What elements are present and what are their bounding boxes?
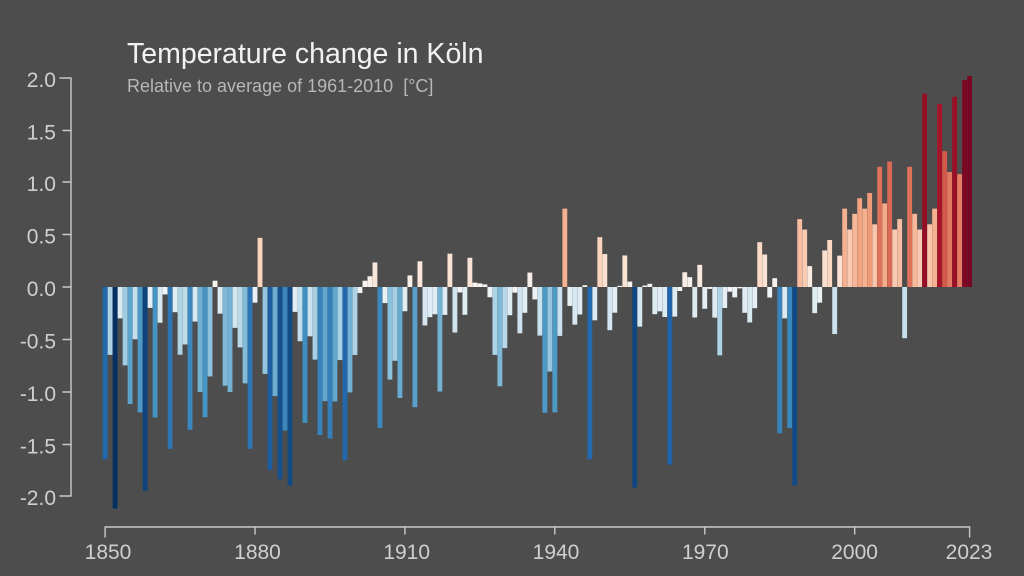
svg-text:-2.0: -2.0 bbox=[20, 487, 56, 510]
svg-text:1940: 1940 bbox=[533, 541, 580, 564]
svg-text:0.0: 0.0 bbox=[27, 278, 56, 301]
svg-text:0.5: 0.5 bbox=[27, 226, 56, 249]
svg-text:1970: 1970 bbox=[682, 541, 729, 564]
svg-text:1.0: 1.0 bbox=[27, 173, 56, 196]
svg-text:2.0: 2.0 bbox=[27, 69, 56, 92]
svg-text:1.5: 1.5 bbox=[27, 122, 56, 145]
svg-text:-1.5: -1.5 bbox=[20, 436, 56, 459]
svg-text:2023: 2023 bbox=[946, 541, 993, 564]
svg-text:-1.0: -1.0 bbox=[20, 383, 56, 406]
svg-text:1880: 1880 bbox=[234, 541, 281, 564]
svg-text:-0.5: -0.5 bbox=[20, 331, 56, 354]
svg-text:1850: 1850 bbox=[85, 541, 132, 564]
svg-text:2000: 2000 bbox=[831, 541, 878, 564]
svg-text:1910: 1910 bbox=[383, 541, 430, 564]
